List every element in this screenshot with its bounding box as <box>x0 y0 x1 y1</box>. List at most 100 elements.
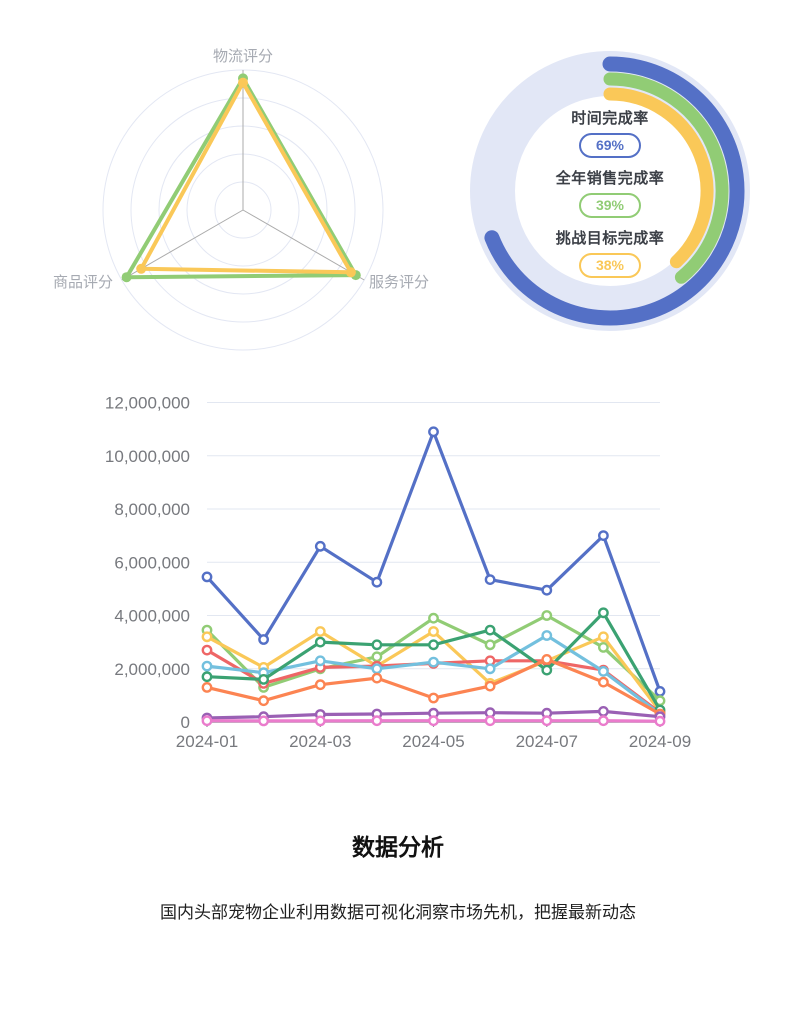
metric-label: 全年销售完成率 <box>555 170 665 187</box>
data-point <box>314 636 326 648</box>
data-point <box>598 715 609 727</box>
line-series <box>201 644 666 719</box>
data-point <box>314 715 326 727</box>
data-point <box>258 715 270 727</box>
data-point <box>484 663 496 675</box>
x-axis-label: 2024-01 <box>176 732 238 751</box>
x-axis-label: 2024-09 <box>629 732 691 751</box>
data-point <box>484 574 496 586</box>
metric-value-badge: 39% <box>578 193 642 218</box>
series-line <box>205 430 662 692</box>
data-point <box>258 673 270 685</box>
radar-data-point <box>345 267 356 278</box>
data-point <box>314 626 326 637</box>
data-point <box>201 715 213 727</box>
analysis-section: 数据分析 国内头部宠物企业利用数据可视化洞察市场先机，把握最新动态 <box>0 828 796 923</box>
gauge-metric-annual-sales: 全年销售完成率 39% <box>520 167 700 227</box>
gauge-progress-arc <box>484 56 745 326</box>
metric-label: 时间完成率 <box>571 110 649 127</box>
data-point <box>541 715 553 727</box>
completion-ring-gauge-chart <box>470 51 750 331</box>
data-point <box>598 641 609 653</box>
monthly-sales-line-chart: 0 2,000,000 4,000,000 6,000,000 8,000,000 10,… <box>105 394 691 752</box>
data-point <box>371 672 383 684</box>
data-point <box>201 571 213 583</box>
data-point <box>484 680 496 692</box>
data-point <box>314 540 326 552</box>
data-point <box>598 631 609 643</box>
data-point <box>541 610 553 621</box>
data-point <box>371 639 383 651</box>
y-axis-label: 12,000,000 <box>105 394 190 413</box>
y-axis-label: 0 <box>181 713 190 732</box>
data-point <box>541 664 553 676</box>
data-point <box>598 665 609 677</box>
data-point <box>484 624 496 636</box>
data-point <box>258 634 270 645</box>
x-axis-label: 2024-07 <box>516 732 578 751</box>
gauge-metric-challenge-target: 挑战目标完成率 38% <box>520 227 700 287</box>
x-axis-label: 2024-03 <box>289 732 351 751</box>
y-axis-label: 10,000,000 <box>105 447 190 466</box>
data-point <box>598 607 609 619</box>
data-point <box>654 715 666 727</box>
radar-data-point <box>136 263 147 274</box>
data-point <box>541 653 553 665</box>
y-axis-label: 8,000,000 <box>114 500 190 519</box>
data-point <box>654 685 666 697</box>
gauge-metric-time: 时间完成率 69% <box>520 107 700 167</box>
metric-label: 挑战目标完成率 <box>555 230 665 247</box>
metric-value-badge: 38% <box>578 253 642 278</box>
gauge-progress-arc <box>603 72 729 284</box>
y-axis-label: 4,000,000 <box>114 607 190 626</box>
radar-indicator-label: 服务评分 <box>369 274 429 291</box>
data-point <box>371 576 383 588</box>
radar-data-point <box>238 77 248 88</box>
data-point <box>484 639 496 651</box>
data-point <box>314 655 326 667</box>
data-point <box>201 671 213 683</box>
data-point <box>201 660 213 672</box>
metric-value-badge: 69% <box>578 133 642 158</box>
data-point <box>201 644 213 656</box>
data-point <box>428 639 439 651</box>
radar-indicator-label: 物流评分 <box>213 48 273 65</box>
line-series <box>201 653 666 720</box>
data-point <box>484 715 496 727</box>
radar-series-line <box>139 80 353 275</box>
data-point <box>598 530 609 542</box>
radar-axis-line <box>242 209 365 281</box>
analysis-title: 数据分析 <box>352 834 444 860</box>
data-point <box>428 426 439 438</box>
data-point <box>541 630 553 641</box>
data-point <box>428 612 439 624</box>
data-point <box>201 681 213 693</box>
gauge-progress-arc <box>603 87 714 269</box>
radar-data-point <box>121 272 132 283</box>
gauge-center-labels: 时间完成率 69% 全年销售完成率 39% 挑战目标完成率 38% <box>520 107 700 287</box>
line-series <box>201 715 666 727</box>
radar-indicator-label: 商品评分 <box>53 274 113 291</box>
data-point <box>428 692 439 704</box>
data-point <box>371 715 383 727</box>
radar-series-line <box>124 76 358 280</box>
data-point <box>541 584 553 596</box>
x-axis-label: 2024-05 <box>402 732 464 751</box>
data-point <box>314 679 326 691</box>
data-point <box>598 705 609 717</box>
data-point <box>258 695 270 707</box>
y-axis-label: 2,000,000 <box>114 660 190 679</box>
data-point <box>428 626 439 637</box>
line-series <box>201 426 666 697</box>
data-point <box>428 715 439 727</box>
data-point <box>371 663 383 675</box>
analysis-subtitle: 国内头部宠物企业利用数据可视化洞察市场先机，把握最新动态 <box>160 903 636 922</box>
line-series <box>201 607 666 716</box>
data-point <box>428 656 439 668</box>
data-point <box>598 676 609 688</box>
y-axis-label: 6,000,000 <box>114 553 190 572</box>
data-point <box>201 631 213 643</box>
data-point <box>371 651 383 663</box>
